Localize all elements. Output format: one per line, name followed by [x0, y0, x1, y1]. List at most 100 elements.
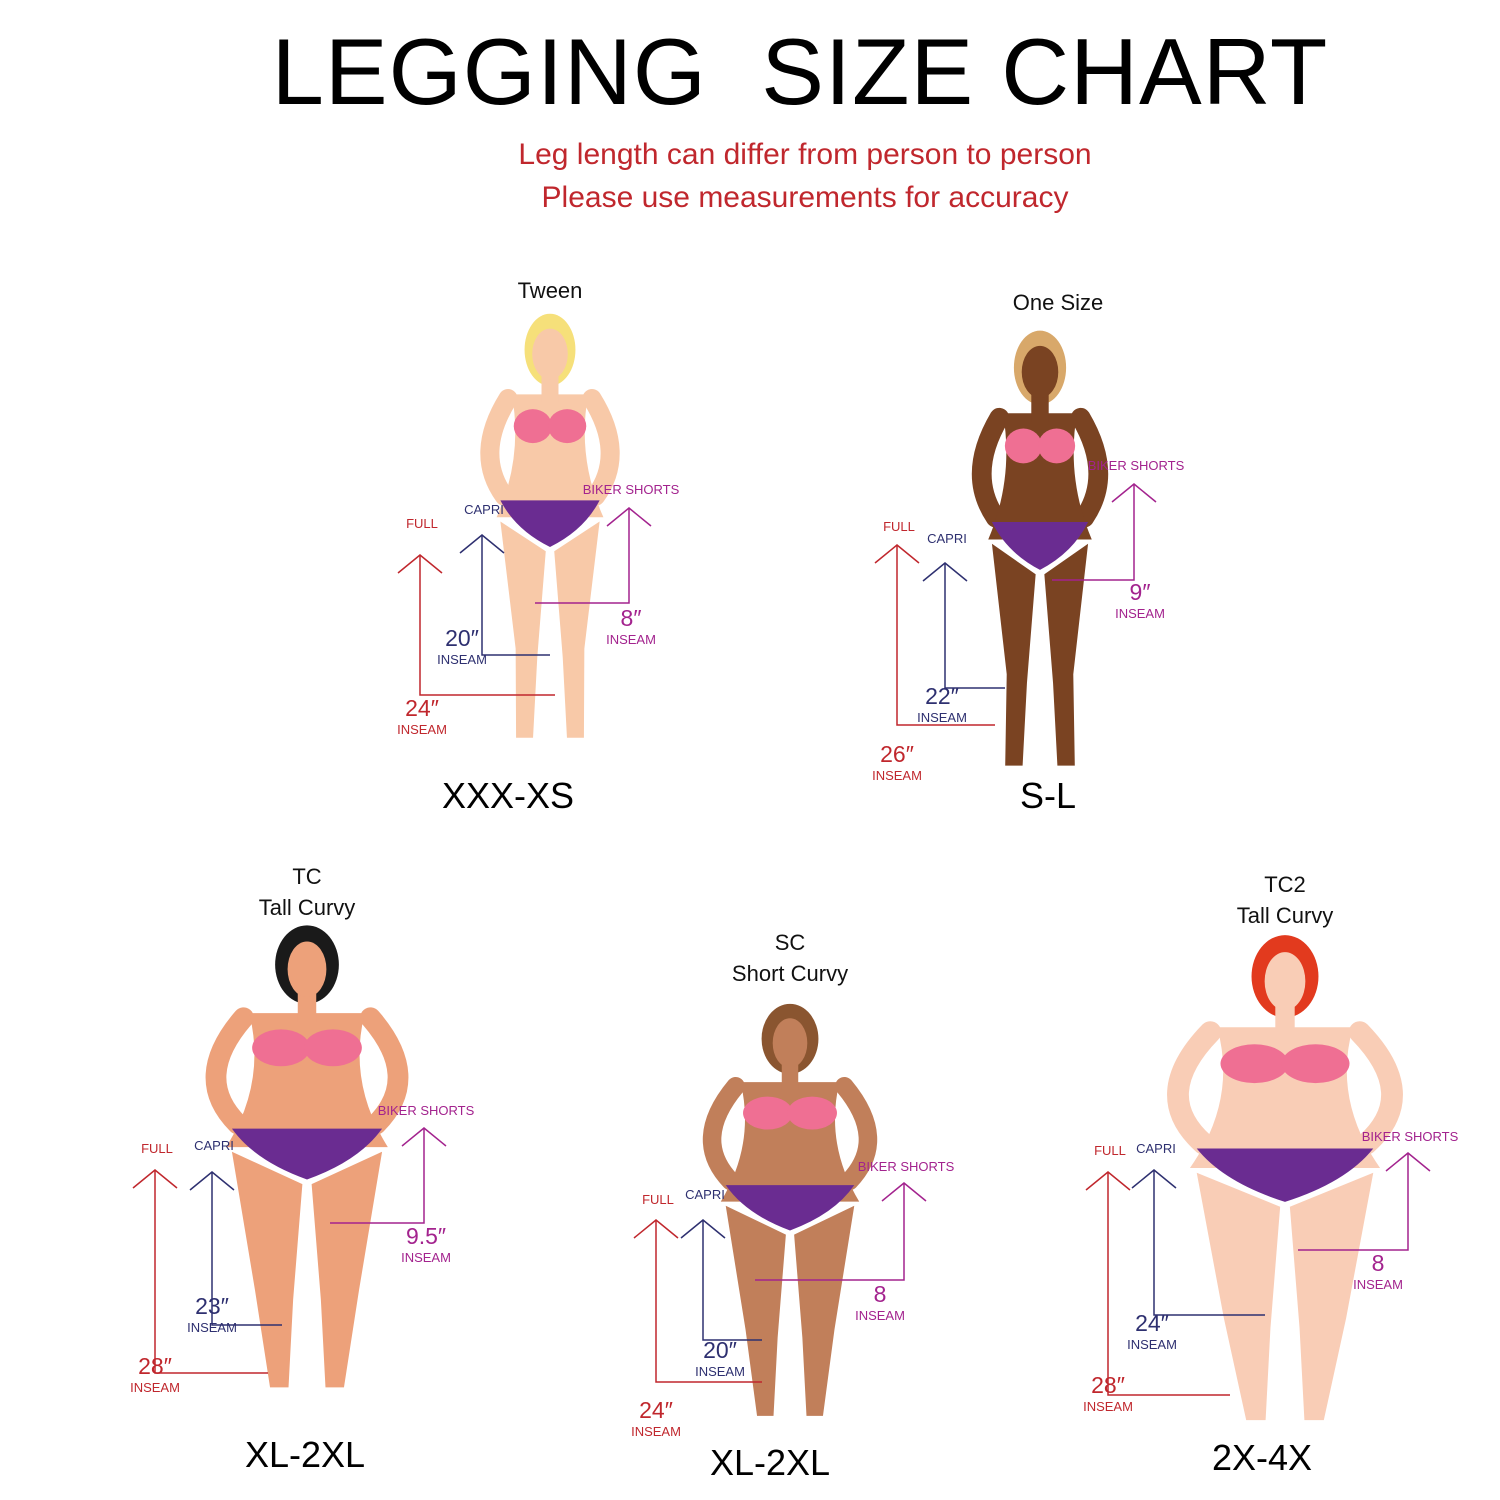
- right-arm: [835, 1077, 878, 1191]
- bra-cup: [304, 1029, 362, 1067]
- bra-cup: [1038, 428, 1076, 464]
- capri-inseam-label: INSEAM: [695, 1364, 745, 1379]
- capri-label: CAPRI: [927, 531, 967, 546]
- left-arm: [1167, 1021, 1222, 1155]
- biker-shorts-measure-line: [535, 508, 630, 604]
- bra-cup: [1281, 1044, 1350, 1084]
- full-arrowhead-icon: [1085, 1171, 1131, 1191]
- capri-measure-line: [481, 535, 550, 656]
- full-inseam-value: 28″: [1091, 1372, 1125, 1398]
- biker-shorts-measure-line: [1298, 1153, 1409, 1251]
- full-measure-line: [154, 1170, 268, 1374]
- full-inseam-label: INSEAM: [397, 722, 447, 737]
- left-leg: [991, 543, 1036, 766]
- full-inseam-label: INSEAM: [130, 1380, 180, 1395]
- capri-arrowhead-icon: [680, 1219, 726, 1239]
- capri-measure-line: [211, 1172, 282, 1326]
- full-arrowhead-icon: [132, 1169, 178, 1189]
- biker-shorts-inseam-label: INSEAM: [1115, 606, 1165, 621]
- bra-cup: [1220, 1044, 1289, 1084]
- bra-cup: [787, 1096, 837, 1130]
- subtitle-line-2: Please use measurements for accuracy: [541, 181, 1069, 214]
- face: [1021, 345, 1059, 399]
- face: [1264, 952, 1306, 1011]
- biker-shorts-arrowhead-icon: [881, 1182, 927, 1202]
- size-label: XXX-XS: [442, 775, 574, 816]
- biker-shorts-label: BIKER SHORTS: [583, 482, 680, 497]
- capri-arrowhead-icon: [922, 562, 968, 582]
- full-inseam-label: INSEAM: [1083, 1399, 1133, 1414]
- size-label: S-L: [1020, 775, 1076, 816]
- biker-shorts-label: BIKER SHORTS: [1088, 458, 1185, 473]
- capri-inseam-value: 23″: [195, 1293, 229, 1319]
- capri-measure-line: [944, 563, 1005, 689]
- full-inseam-value: 26″: [880, 741, 914, 767]
- biker-shorts-label: BIKER SHORTS: [378, 1103, 475, 1118]
- left-leg: [1196, 1172, 1281, 1421]
- capri-measure-line: [702, 1220, 762, 1341]
- full-measure-line: [419, 555, 555, 696]
- torso: [226, 1013, 388, 1148]
- capri-inseam-label: INSEAM: [1127, 1337, 1177, 1352]
- biker-shorts-arrowhead-icon: [1111, 483, 1157, 503]
- panel-title-line: One Size: [1013, 290, 1104, 315]
- capri-measure-line: [1153, 1170, 1265, 1316]
- size-panel: One SizeFULL26″INSEAMCAPRI22″INSEAMBIKER…: [872, 290, 1185, 816]
- size-label: XL-2XL: [710, 1442, 830, 1483]
- full-label: FULL: [883, 519, 915, 534]
- panel-title-line: Tall Curvy: [1237, 903, 1334, 928]
- panel-title-line: Tall Curvy: [259, 895, 356, 920]
- left-arm: [702, 1077, 745, 1191]
- biker-shorts-measure-line: [1052, 484, 1135, 581]
- capri-inseam-label: INSEAM: [917, 710, 967, 725]
- capri-arrowhead-icon: [189, 1171, 235, 1191]
- capri-arrowhead-icon: [459, 534, 505, 554]
- biker-shorts-measure-line: [755, 1183, 905, 1281]
- torso: [720, 1082, 860, 1202]
- panel-title-line: TC2: [1264, 872, 1306, 897]
- biker-shorts-inseam-label: INSEAM: [1353, 1277, 1403, 1292]
- torso: [496, 394, 604, 518]
- right-arm: [1348, 1021, 1403, 1155]
- neck: [781, 1061, 799, 1091]
- panel-title-line: TC: [292, 864, 321, 889]
- briefs: [500, 500, 600, 547]
- biker-shorts-inseam-value: 8: [874, 1281, 887, 1307]
- left-arm: [480, 389, 518, 506]
- left-leg: [725, 1205, 786, 1416]
- capri-arrowhead-icon: [1131, 1169, 1177, 1189]
- capri-label: CAPRI: [464, 502, 504, 517]
- panel-title-line: Short Curvy: [732, 961, 848, 986]
- full-measure-line: [896, 545, 995, 726]
- briefs: [1196, 1148, 1374, 1202]
- biker-shorts-inseam-label: INSEAM: [606, 632, 656, 647]
- page-title: LEGGING SIZE CHART: [271, 19, 1329, 124]
- biker-shorts-arrowhead-icon: [401, 1127, 447, 1147]
- full-label: FULL: [141, 1141, 173, 1156]
- biker-shorts-inseam-value: 8″: [621, 605, 642, 631]
- size-label: 2X-4X: [1212, 1437, 1312, 1478]
- briefs: [725, 1185, 855, 1231]
- capri-inseam-value: 22″: [925, 683, 959, 709]
- bra-cup: [1004, 428, 1042, 464]
- biker-shorts-inseam-label: INSEAM: [401, 1250, 451, 1265]
- biker-shorts-label: BIKER SHORTS: [1362, 1129, 1459, 1144]
- biker-shorts-measure-line: [330, 1128, 425, 1224]
- capri-label: CAPRI: [685, 1187, 725, 1202]
- right-leg: [1044, 543, 1089, 766]
- right-arm: [1070, 407, 1109, 528]
- full-inseam-label: INSEAM: [631, 1424, 681, 1439]
- face: [772, 1018, 808, 1068]
- size-label: XL-2XL: [245, 1434, 365, 1475]
- biker-shorts-inseam-value: 9″: [1130, 579, 1151, 605]
- capri-inseam-label: INSEAM: [437, 652, 487, 667]
- right-leg: [311, 1151, 383, 1388]
- biker-shorts-inseam-label: INSEAM: [855, 1308, 905, 1323]
- full-inseam-value: 28″: [138, 1353, 172, 1379]
- capri-inseam-value: 24″: [1135, 1310, 1169, 1336]
- right-arm: [360, 1007, 409, 1135]
- biker-shorts-arrowhead-icon: [1385, 1152, 1431, 1172]
